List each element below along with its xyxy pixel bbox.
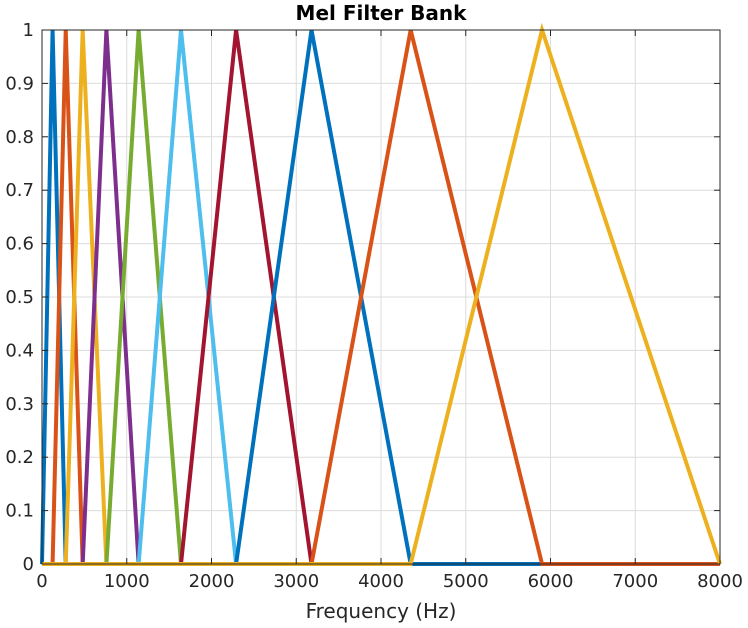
y-tick-label: 0.5 — [5, 287, 34, 308]
x-tick-label: 8000 — [697, 571, 743, 592]
x-tick-label: 6000 — [528, 571, 574, 592]
x-tick-label: 7000 — [612, 571, 658, 592]
x-tick-label: 1000 — [104, 571, 150, 592]
y-tick-label: 0.6 — [5, 234, 34, 255]
x-axis-label: Frequency (Hz) — [306, 599, 457, 623]
y-tick-label: 0.2 — [5, 447, 34, 468]
x-tick-label: 4000 — [358, 571, 404, 592]
tick-labels: 0 1000 2000 3000 4000 5000 6000 7000 8000 0 0.1 0.2… — [5, 20, 743, 592]
y-tick-label: 0.3 — [5, 394, 34, 415]
axes — [41, 29, 721, 565]
chart-title: Mel Filter Bank — [296, 1, 468, 25]
x-tick-label: 5000 — [443, 571, 489, 592]
y-tick-label: 1 — [23, 20, 34, 41]
grid-lines — [41, 29, 721, 565]
y-tick-label: 0.8 — [5, 127, 34, 148]
y-tick-label: 0 — [23, 554, 34, 575]
y-tick-label: 0.1 — [5, 501, 34, 522]
x-tick-label: 3000 — [273, 571, 319, 592]
y-tick-label: 0.9 — [5, 73, 34, 94]
y-tick-label: 0.7 — [5, 180, 34, 201]
x-tick-label: 2000 — [189, 571, 235, 592]
x-tick-label: 0 — [36, 571, 47, 592]
y-tick-label: 0.4 — [5, 340, 34, 361]
